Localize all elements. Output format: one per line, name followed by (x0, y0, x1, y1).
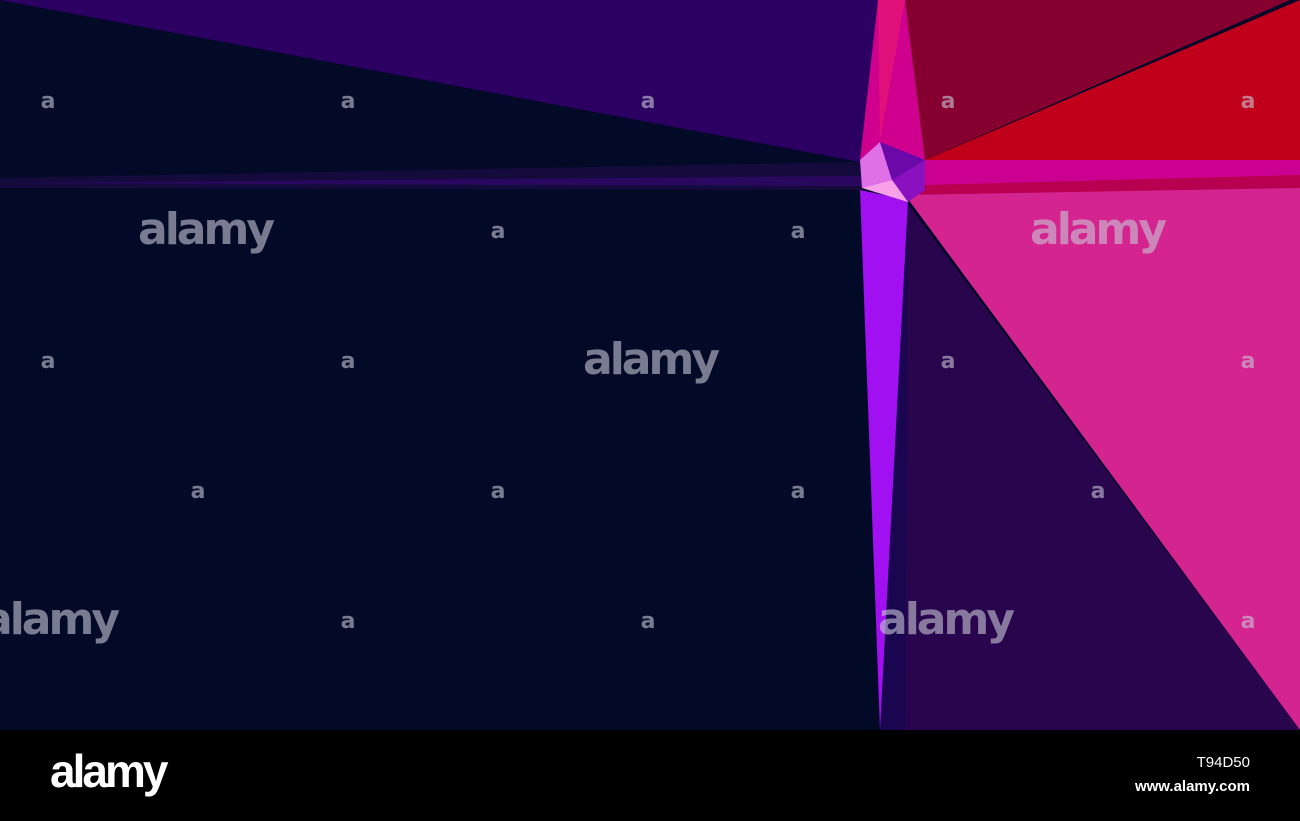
watermark: a (341, 349, 356, 374)
watermark: a (791, 219, 806, 244)
watermark: alamy (1030, 204, 1166, 255)
footer-logo: alamy (50, 745, 169, 797)
image-id: T94D50 (1197, 754, 1250, 771)
watermark: a (341, 609, 356, 634)
watermark: a (941, 349, 956, 374)
watermark: a (1091, 479, 1106, 504)
watermark: a (941, 89, 956, 114)
watermark: alamy (583, 334, 719, 385)
watermark: a (191, 479, 206, 504)
watermark: a (1241, 609, 1256, 634)
watermark: a (491, 479, 506, 504)
watermark: a (341, 89, 356, 114)
watermark: alamy (138, 204, 274, 255)
watermark: alamy (878, 594, 1014, 645)
watermark: a (491, 219, 506, 244)
footer-url: www.alamy.com (1134, 778, 1250, 795)
footer-bar (0, 730, 1300, 821)
watermark: a (791, 479, 806, 504)
watermark: alamy (0, 594, 119, 645)
watermark: a (641, 89, 656, 114)
watermark: a (1241, 349, 1256, 374)
watermark: a (641, 609, 656, 634)
abstract-background (0, 0, 1300, 730)
watermark: a (41, 349, 56, 374)
watermark: a (1241, 89, 1256, 114)
watermark: a (41, 89, 56, 114)
